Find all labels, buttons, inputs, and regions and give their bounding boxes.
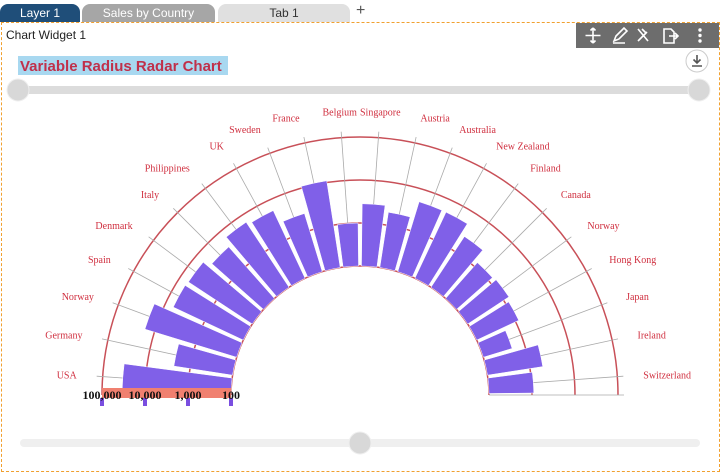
category-label: Switzerland	[643, 371, 691, 382]
tab[interactable]: Layer 1	[0, 4, 80, 22]
bar	[173, 343, 237, 376]
slider-handle[interactable]	[687, 78, 711, 102]
bar	[300, 180, 341, 272]
bar	[361, 203, 386, 268]
bar	[430, 236, 484, 297]
category-label: UK	[209, 142, 224, 153]
download-button[interactable]	[685, 49, 709, 73]
range-slider-track	[12, 86, 704, 94]
y-tick-label: 1,000	[175, 388, 202, 402]
bar	[337, 222, 359, 268]
category-label: Hong Kong	[609, 255, 656, 266]
bar	[144, 303, 243, 358]
bar	[445, 262, 493, 310]
edit-icon[interactable]	[612, 26, 629, 44]
slider-handle[interactable]	[348, 431, 372, 455]
category-label: USA	[57, 371, 78, 382]
category-label: Austria	[420, 113, 450, 124]
bar	[225, 221, 290, 297]
toolbar-icons	[585, 26, 702, 44]
bar	[379, 211, 411, 272]
category-label: Singapore	[360, 108, 401, 119]
add-tab-button[interactable]: +	[356, 2, 366, 19]
bar	[251, 210, 306, 287]
more-icon[interactable]	[698, 28, 702, 43]
bar	[468, 301, 520, 341]
bar	[487, 371, 535, 394]
category-label: Italy	[141, 190, 159, 201]
bar	[211, 246, 275, 310]
category-label: Philippines	[145, 164, 190, 175]
export-icon[interactable]	[663, 28, 680, 44]
category-label: Australia	[459, 125, 496, 136]
move-icon[interactable]	[585, 27, 601, 44]
bar	[282, 213, 323, 278]
bar	[397, 201, 443, 278]
grid-arc	[101, 136, 619, 396]
category-label: Norway	[587, 221, 619, 232]
category-label: Sweden	[229, 125, 261, 136]
tick-mark	[100, 398, 104, 406]
tick-mark	[186, 398, 190, 406]
bar	[477, 330, 513, 358]
title-highlight	[18, 56, 228, 75]
category-label: Norway	[62, 292, 94, 303]
grid-arc	[144, 179, 576, 396]
widget: Chart Widget 1	[1, 22, 720, 472]
y-tick-label: 100	[222, 388, 240, 402]
category-label: Ireland	[638, 331, 666, 342]
slider-handle[interactable]	[6, 78, 30, 102]
category-label: Germany	[45, 331, 82, 342]
bar	[172, 285, 252, 341]
category-label: Spain	[88, 255, 111, 266]
category-label: Japan	[626, 292, 649, 303]
category-label: Finland	[530, 164, 561, 175]
y-tick-label: 10,000	[129, 388, 162, 402]
y-tick-label: 100,000	[83, 388, 122, 402]
tick-mark	[229, 398, 233, 406]
tab[interactable]: Sales by Country	[82, 4, 215, 22]
radial-axis	[102, 388, 231, 398]
tick-mark	[143, 398, 147, 406]
bar	[483, 344, 544, 376]
bar	[188, 261, 262, 325]
chart-title: Variable Radius Radar Chart	[20, 58, 222, 75]
bar	[414, 211, 468, 287]
category-label: Denmark	[95, 221, 132, 232]
settings-icon[interactable]	[637, 28, 649, 42]
category-label: Canada	[561, 190, 592, 201]
widget-toolbar	[576, 23, 719, 48]
widget-title: Chart Widget 1	[6, 28, 87, 42]
category-label: Belgium	[323, 108, 358, 119]
tab[interactable]: Tab 1	[218, 4, 350, 22]
category-label: New Zealand	[496, 142, 550, 153]
bar	[458, 279, 510, 325]
category-label: France	[272, 113, 300, 124]
